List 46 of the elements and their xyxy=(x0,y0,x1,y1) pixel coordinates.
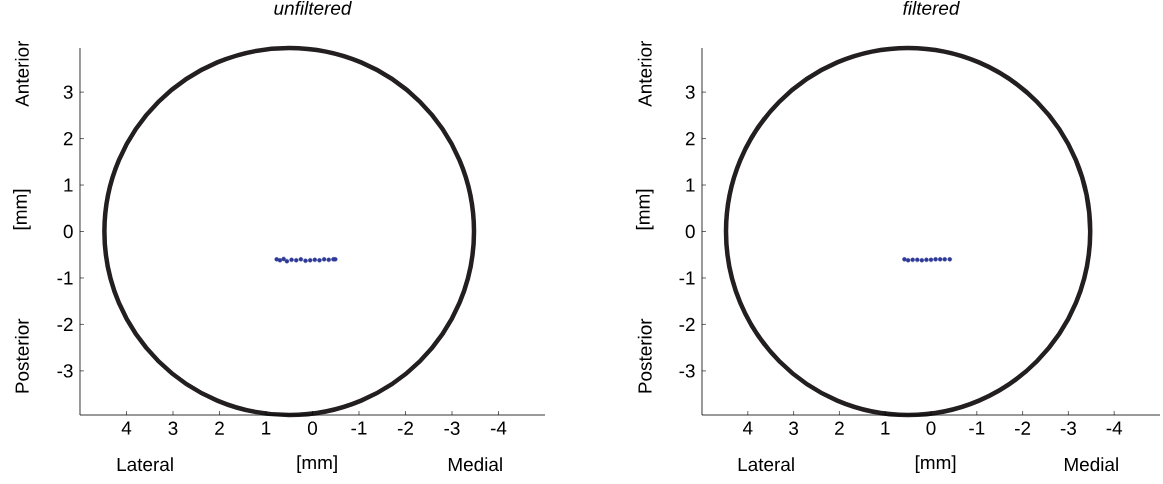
x-tick-label: 3 xyxy=(789,421,799,435)
text: Anterior xyxy=(637,40,652,107)
y-tick-label: -3 xyxy=(57,364,73,378)
y-tick-label: -2 xyxy=(679,317,695,332)
y-tick-label: -2 xyxy=(57,317,73,332)
y-tick-label: -1 xyxy=(679,271,695,285)
y-tick-label: 3 xyxy=(685,85,695,99)
x-tick-label: -2 xyxy=(397,421,413,435)
y-tick-label: 2 xyxy=(685,131,695,146)
x-tick-label: -3 xyxy=(444,421,460,435)
y-tick-label: -1 xyxy=(57,271,73,285)
x-tick-label: -1 xyxy=(351,421,367,435)
text: Lateral xyxy=(738,457,794,472)
y-tick-label: 2 xyxy=(63,131,73,146)
y-tick-label: 0 xyxy=(685,224,695,239)
text: Posterior xyxy=(637,318,652,393)
text: Medial xyxy=(448,457,502,472)
y-tick-label: 1 xyxy=(64,178,73,192)
y-tick-label: 3 xyxy=(63,85,73,99)
x-axis-title: [mm] xyxy=(915,455,956,473)
x-tick-label: 4 xyxy=(742,421,753,435)
x-tick-label: -3 xyxy=(1060,421,1076,435)
x-tick-label: 3 xyxy=(168,421,178,435)
y-tick-label: 0 xyxy=(63,224,73,239)
text: Medial xyxy=(1064,457,1118,472)
x-tick-label: 4 xyxy=(121,421,132,435)
x-tick-label: -1 xyxy=(969,421,985,435)
text: Anterior xyxy=(14,40,29,107)
y-tick-label: -3 xyxy=(679,364,695,378)
y-axis-title: [mm] xyxy=(13,189,31,230)
x-tick-label: -2 xyxy=(1015,421,1031,435)
y-tick-label: 1 xyxy=(686,178,695,192)
x-tick-label: -4 xyxy=(490,421,507,435)
x-tick-label: 0 xyxy=(926,421,936,435)
x-tick-label: 2 xyxy=(835,421,844,435)
y-axis-title: [mm] xyxy=(635,189,654,230)
x-tick-label: -4 xyxy=(1106,421,1123,435)
text: Lateral xyxy=(117,457,173,472)
x-tick-label: 2 xyxy=(215,421,224,435)
x-tick-label: 1 xyxy=(262,421,271,435)
x-tick-label: 1 xyxy=(881,421,890,435)
x-axis-title: [mm] xyxy=(297,455,337,473)
chart-title: unfiltered xyxy=(274,0,352,15)
text: Posterior xyxy=(14,318,29,393)
x-tick-label: 0 xyxy=(307,421,318,435)
chart-title: filtered xyxy=(903,0,960,15)
